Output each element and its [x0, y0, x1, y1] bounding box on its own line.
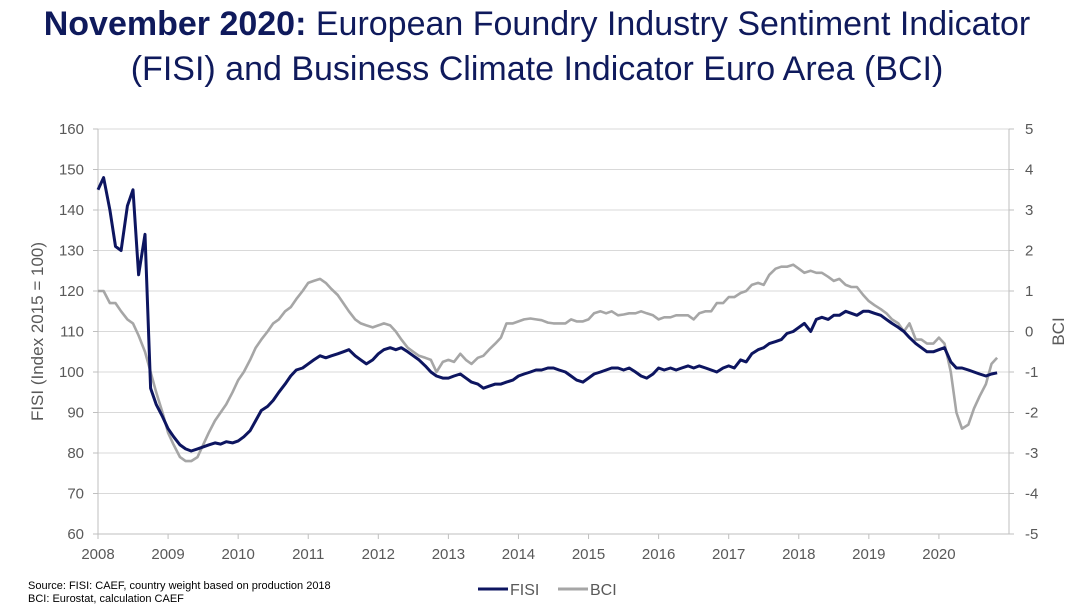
x-tick-label: 2008	[81, 546, 114, 563]
title-line-1-text: European Foundry Industry Sentiment Indi…	[306, 5, 1031, 43]
y-tick-label-right: 2	[1025, 243, 1033, 260]
y-tick-label-left: 140	[59, 202, 84, 219]
y-tick-label-right: -5	[1025, 526, 1038, 543]
title-date: November 2020:	[43, 5, 307, 43]
footnote-bci: BCI: Eurostat, calculation CAEF	[28, 593, 184, 605]
y-tick-label-right: -2	[1025, 405, 1038, 422]
y-tick-label-left: 130	[59, 243, 84, 260]
y-tick-label-right: 0	[1025, 324, 1033, 341]
y-tick-label-left: 120	[59, 283, 84, 300]
y-tick-label-left: 80	[67, 445, 84, 462]
series-line-bci	[98, 263, 999, 463]
y-tick-label-left: 160	[59, 121, 84, 138]
title-line-2: (FISI) and Business Climate Indicator Eu…	[130, 50, 944, 88]
y-tick-label-left: 70	[67, 486, 84, 503]
y-tick-label-right: 5	[1025, 121, 1033, 138]
y-tick-label-left: 150	[59, 162, 84, 179]
y-axis-title-right: BCI	[1049, 317, 1068, 345]
x-tick-label: 2019	[852, 546, 885, 563]
legend-label-bci: BCI	[590, 582, 617, 599]
y-tick-label-right: 3	[1025, 202, 1033, 219]
y-tick-label-left: 60	[67, 526, 84, 543]
y-tick-label-left: 100	[59, 364, 84, 381]
x-tick-label: 2014	[502, 546, 535, 563]
y-tick-label-right: -3	[1025, 445, 1038, 462]
x-tick-label: 2020	[922, 546, 955, 563]
x-tick-label: 2015	[572, 546, 605, 563]
x-tick-label: 2009	[151, 546, 184, 563]
title-line-1: November 2020: European Foundry Industry…	[0, 2, 1074, 47]
y-tick-label-left: 110	[60, 324, 84, 341]
y-tick-label-right: 1	[1025, 283, 1033, 300]
y-axis-title-left: FISI (Index 2015 = 100)	[28, 242, 47, 421]
x-tick-label: 2017	[712, 546, 745, 563]
y-tick-label-right: -4	[1025, 486, 1038, 503]
series-line-fisi	[96, 176, 998, 453]
y-tick-label-right: 4	[1025, 162, 1033, 179]
x-tick-label: 2012	[362, 546, 395, 563]
chart-title: November 2020: European Foundry Industry…	[0, 2, 1074, 92]
x-tick-label: 2010	[221, 546, 254, 563]
y-tick-label-left: 90	[67, 405, 84, 422]
footnote-source: Source: FISI: CAEF, country weight based…	[28, 580, 331, 592]
x-tick-label: 2013	[432, 546, 465, 563]
legend-label-fisi: FISI	[510, 582, 539, 599]
x-tick-label: 2011	[292, 546, 324, 563]
x-tick-label: 2016	[642, 546, 675, 563]
x-tick-label: 2018	[782, 546, 815, 563]
y-tick-label-right: -1	[1025, 364, 1038, 381]
